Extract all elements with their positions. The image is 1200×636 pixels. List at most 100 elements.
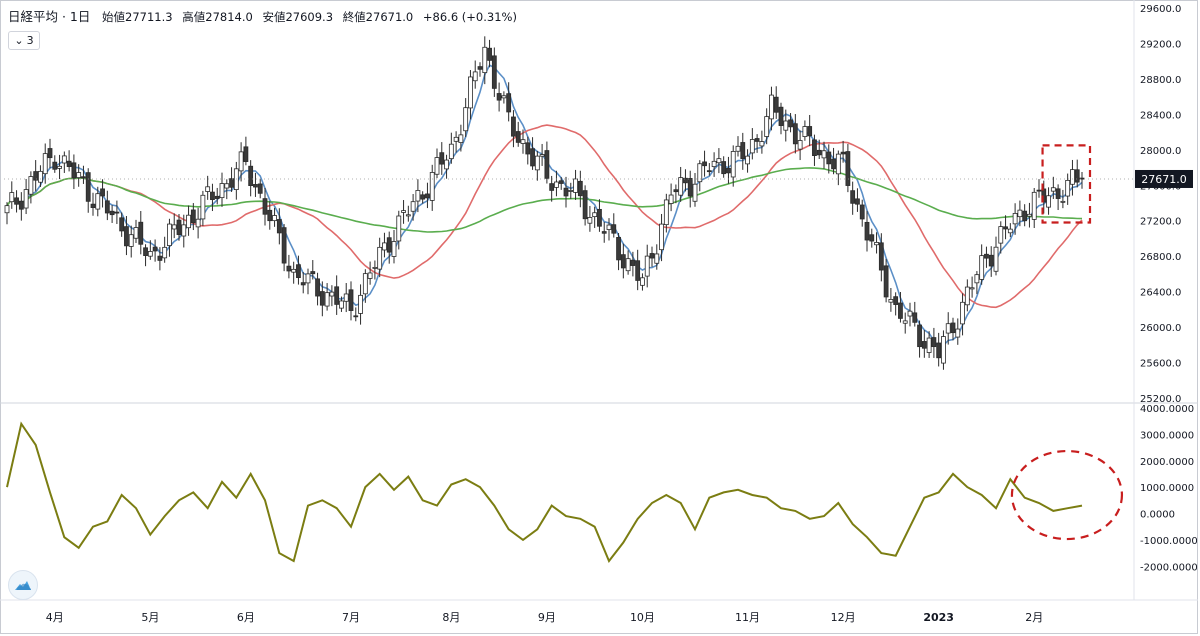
- candle-body: [339, 300, 344, 309]
- candle-body: [511, 116, 516, 137]
- candle-body: [382, 242, 387, 251]
- candle-body: [945, 323, 951, 334]
- candle-body: [759, 141, 765, 147]
- candle-body: [124, 226, 129, 247]
- price-tick-label: 26400.0: [1140, 288, 1181, 299]
- candle-body: [85, 172, 91, 202]
- candle-body: [210, 191, 215, 201]
- candle-body: [362, 273, 368, 295]
- price-tick-label: 29200.0: [1140, 39, 1181, 50]
- candle-body: [444, 159, 449, 170]
- candle-body: [262, 198, 268, 215]
- candle-body: [835, 153, 841, 175]
- time-tick-label: 4月: [46, 611, 64, 624]
- time-tick-label: 7月: [342, 611, 360, 624]
- candle-body: [635, 260, 641, 281]
- candle-body: [143, 247, 148, 256]
- candle-body: [81, 176, 86, 179]
- oscillator-tick-label: 3000.0000: [1140, 430, 1194, 441]
- candle-body: [692, 183, 698, 202]
- candle-body: [472, 71, 478, 82]
- candle-body: [1012, 213, 1018, 225]
- candle-body: [310, 271, 316, 275]
- candle-body: [788, 119, 793, 128]
- candle-body: [71, 162, 77, 179]
- candle-body: [386, 237, 392, 253]
- candle-body: [907, 310, 913, 317]
- candle-body: [200, 194, 206, 220]
- candle-body: [405, 214, 411, 217]
- candle-body: [100, 188, 105, 197]
- candle-body: [90, 203, 96, 208]
- candle-body: [921, 341, 927, 349]
- candle-body: [133, 227, 139, 239]
- oscillator-line: [6, 421, 1083, 563]
- candle-body: [649, 253, 655, 259]
- candle-body: [195, 218, 201, 228]
- legend-header: 日経平均 · 1日 始値27711.3 高値27814.0 安値27609.3 …: [8, 6, 523, 25]
- candle-body: [563, 187, 569, 197]
- candle-body: [926, 337, 932, 353]
- candle-body: [568, 190, 574, 192]
- candle-body: [554, 181, 559, 188]
- last-price-label: 27671.0: [1141, 173, 1187, 186]
- candle-body: [367, 272, 373, 279]
- candle-body: [66, 160, 72, 167]
- candle-body: [267, 209, 273, 222]
- time-tick-label: 10月: [630, 611, 655, 624]
- symbol-label[interactable]: 日経平均 · 1日: [8, 9, 91, 24]
- oscillator-tick-label: -2000.0000: [1140, 562, 1198, 573]
- price-tick-label: 29600.0: [1140, 4, 1181, 15]
- candle-body: [1007, 228, 1013, 234]
- candle-body: [76, 172, 82, 179]
- candle-body: [683, 177, 688, 184]
- candle-body: [840, 151, 846, 155]
- time-tick-label: 5月: [141, 611, 159, 624]
- candle-body: [754, 138, 760, 142]
- candle-body: [157, 255, 163, 261]
- candle-body: [114, 211, 120, 214]
- candle-body: [152, 246, 158, 252]
- candle-body: [138, 221, 144, 245]
- candle-body: [534, 155, 540, 171]
- candle-body: [616, 236, 621, 261]
- candle-body: [625, 258, 631, 272]
- candle-body: [57, 165, 62, 169]
- candle-body: [984, 253, 989, 259]
- indicator-count: 3: [26, 34, 34, 47]
- candle-body: [668, 194, 674, 204]
- candle-body: [539, 154, 545, 157]
- candle-body: [1065, 179, 1071, 197]
- candle-body: [1074, 169, 1080, 183]
- candle-body: [257, 183, 263, 194]
- price-tick-label: 28400.0: [1140, 110, 1181, 121]
- price-tick-label: 26000.0: [1140, 323, 1181, 334]
- candle-body: [61, 155, 67, 164]
- candle-body: [147, 251, 153, 257]
- time-tick-label: 11月: [735, 611, 760, 624]
- candle-body: [974, 274, 980, 284]
- indicator-toggle-button[interactable]: ⌄ 3: [8, 31, 40, 50]
- candle-body: [348, 289, 354, 311]
- highlight-ellipse: [1010, 449, 1124, 541]
- candle-body: [296, 264, 301, 279]
- candle-body: [171, 224, 177, 230]
- candle-body: [396, 215, 402, 242]
- candle-body: [410, 201, 416, 212]
- candle-body: [850, 190, 856, 204]
- low-value: 安値27609.3: [262, 10, 334, 24]
- candle-body: [549, 183, 555, 191]
- logo-icon[interactable]: [8, 570, 38, 600]
- candle-body: [577, 180, 583, 197]
- candle-body: [525, 142, 531, 155]
- candle-body: [697, 163, 703, 183]
- candle-body: [582, 190, 588, 220]
- candle-body: [606, 224, 612, 230]
- candle-body: [453, 136, 459, 142]
- candle-body: [659, 223, 664, 251]
- candle-body: [434, 157, 440, 175]
- candle-body: [726, 168, 731, 174]
- candle-body: [358, 294, 363, 314]
- candle-body: [305, 273, 311, 284]
